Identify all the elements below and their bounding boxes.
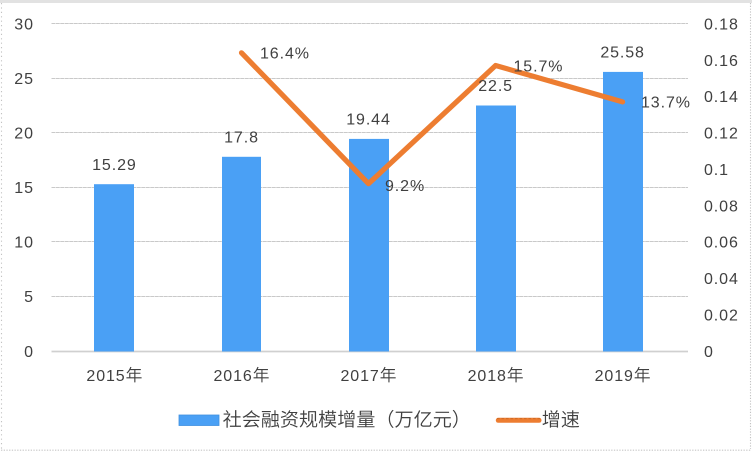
svg-text:0.08: 0.08 [704,198,739,215]
svg-text:2016: 2016 [214,368,253,385]
svg-text:2015: 2015 [86,368,125,385]
svg-text:10: 10 [14,235,34,252]
svg-text:0: 0 [704,344,714,361]
svg-text:5: 5 [24,289,34,306]
svg-text:9.2%: 9.2% [385,178,425,195]
svg-text:2018: 2018 [468,368,507,385]
svg-text:0.06: 0.06 [704,235,739,252]
svg-text:19.44: 19.44 [346,112,391,129]
svg-text:15.7%: 15.7% [514,58,564,75]
svg-text:17.8: 17.8 [224,129,259,146]
svg-text:0.1: 0.1 [704,162,729,179]
svg-text:0.18: 0.18 [704,17,739,34]
svg-text:25.58: 25.58 [600,45,645,62]
svg-text:0: 0 [24,344,34,361]
svg-text:15: 15 [14,180,34,197]
svg-text:25: 25 [14,71,34,88]
svg-text:22.5: 22.5 [478,78,513,95]
svg-text:0.12: 0.12 [704,126,739,143]
svg-text:0.02: 0.02 [704,307,739,324]
svg-text:20: 20 [14,126,34,143]
svg-text:30: 30 [14,17,34,34]
svg-text:16.4%: 16.4% [260,46,310,63]
svg-text:0.16: 0.16 [704,53,739,70]
svg-text:0.04: 0.04 [704,271,739,288]
svg-text:2017: 2017 [341,368,380,385]
svg-text:0.14: 0.14 [704,89,739,106]
svg-text:2019: 2019 [595,368,634,385]
svg-text:13.7%: 13.7% [641,95,691,112]
svg-text:15.29: 15.29 [92,157,137,174]
